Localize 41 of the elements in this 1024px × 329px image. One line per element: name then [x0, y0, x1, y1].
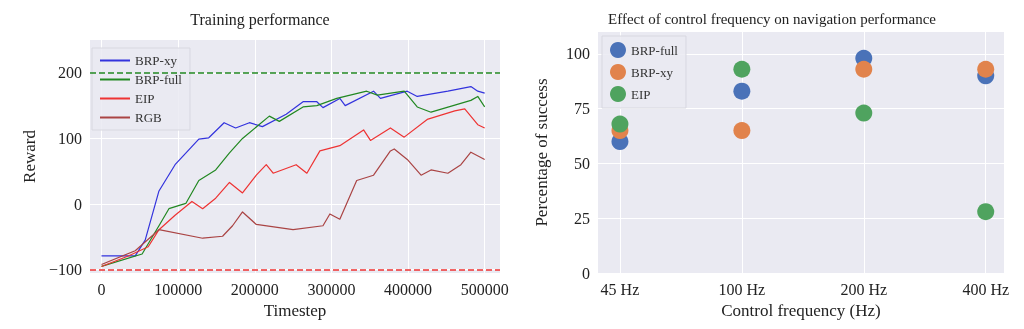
x-tick-label: 400 Hz: [962, 280, 1010, 298]
y-tick-label: 0: [74, 195, 82, 213]
point: [611, 115, 629, 133]
legend-label: EIP: [631, 86, 651, 102]
point: [977, 203, 995, 221]
legend-label: BRP-xy: [631, 64, 674, 80]
x-tick-label: 300000: [307, 280, 356, 298]
x-tick-label: 45 Hz: [600, 280, 640, 298]
point: [733, 82, 751, 100]
x-tick-label: 100 Hz: [718, 280, 766, 298]
x-tick-label: 400000: [384, 280, 433, 298]
legend-label: BRP-full: [631, 42, 679, 58]
x-tick-label: 200 Hz: [840, 280, 888, 298]
chart-title: Effect of control frequency on navigation performance: [608, 10, 937, 27]
legend-label: BRP-xy: [135, 53, 178, 68]
point: [855, 60, 873, 78]
line-series: [100, 148, 486, 266]
y-tick-label: 0: [582, 264, 590, 282]
x-axis-title: Timestep: [263, 300, 327, 320]
legend-label: RGB: [135, 110, 163, 125]
point: [733, 122, 751, 140]
x-tick-label: 200000: [230, 280, 279, 298]
x-tick-label: 500000: [460, 280, 509, 298]
legend-label: EIP: [135, 91, 155, 106]
y-tick-label: −100: [48, 261, 82, 279]
y-tick-label: 100: [566, 45, 590, 63]
y-tick-label: 50: [574, 154, 590, 172]
point: [733, 60, 751, 78]
legend-label: BRP-full: [135, 72, 183, 87]
y-axis-title: Percentage of success: [532, 78, 551, 227]
x-tick-label: 100000: [154, 280, 203, 298]
x-tick-label: 0: [97, 280, 106, 298]
point: [855, 104, 873, 122]
y-tick-label: 75: [574, 100, 590, 118]
y-tick-label: 100: [58, 129, 82, 147]
y-axis-title: Reward: [20, 129, 40, 183]
chart-title: Training performance: [190, 10, 330, 29]
y-tick-label: 200: [58, 64, 82, 82]
point: [977, 60, 995, 78]
x-axis-title: Control frequency (Hz): [721, 300, 881, 320]
y-tick-label: 25: [574, 209, 590, 227]
